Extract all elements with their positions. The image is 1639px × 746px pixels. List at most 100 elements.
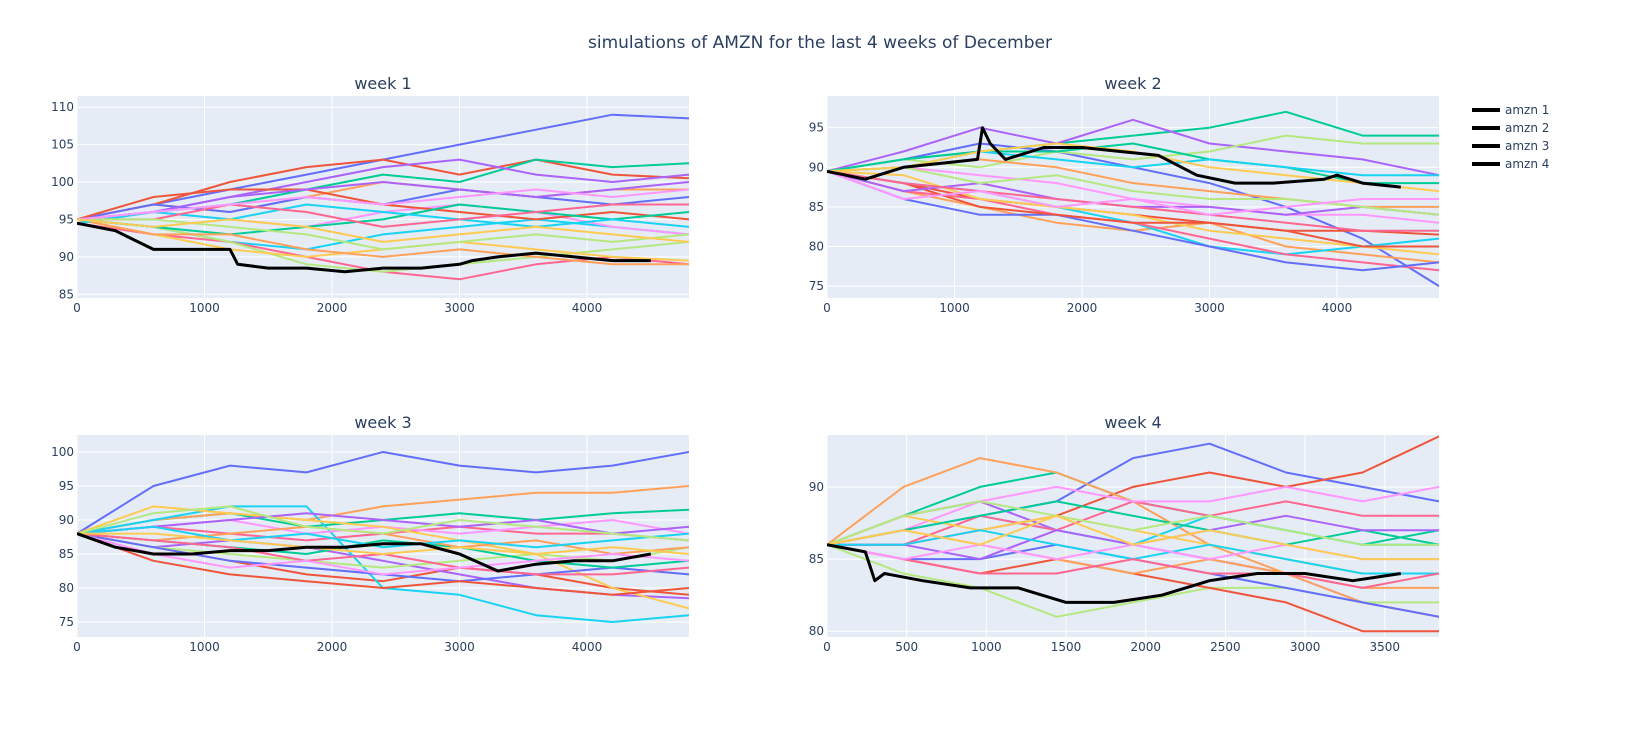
simulation-line	[827, 500, 1439, 546]
legend-item[interactable]: amzn 1	[1472, 103, 1549, 117]
y-tick-label: 80	[809, 240, 824, 254]
legend-label: amzn 1	[1505, 103, 1549, 117]
x-tick-label: 1000	[971, 640, 1002, 654]
y-tick-label: 80	[59, 581, 74, 595]
x-tick-label: 3000	[1290, 640, 1321, 654]
simulation-line	[77, 203, 689, 228]
subplot-2: 0 1000 2000 3000 4000 75 80 85 90 95 week 2	[809, 74, 1439, 315]
simulation-line	[827, 142, 1439, 185]
subplot-title: week 4	[1104, 413, 1161, 432]
x-tick-label: 1000	[189, 301, 220, 315]
y-tick-label: 75	[809, 279, 824, 293]
amzn-actual-line	[77, 221, 651, 274]
x-tick-label: 4000	[572, 301, 603, 315]
simulation-line	[827, 514, 1439, 561]
simulation-line	[827, 170, 1439, 272]
legend-label: amzn 4	[1505, 157, 1549, 171]
simulation-line	[77, 158, 689, 221]
y-tick-label: 85	[59, 287, 74, 301]
series-group	[77, 451, 689, 623]
simulation-line	[77, 181, 689, 221]
y-tick-label: 90	[59, 250, 74, 264]
y-tick-label: 95	[59, 479, 74, 493]
x-tick-label: 3000	[1194, 301, 1225, 315]
x-tick-label: 1500	[1051, 640, 1082, 654]
legend-label: amzn 2	[1505, 121, 1549, 135]
simulation-line	[77, 203, 689, 236]
y-tick-label: 75	[59, 615, 74, 629]
y-tick-label: 100	[51, 445, 74, 459]
simulation-line	[77, 532, 689, 576]
subplot-title: week 1	[354, 74, 411, 93]
amzn-actual-line	[827, 126, 1401, 189]
simulation-line	[77, 218, 689, 243]
simulation-line	[77, 532, 689, 596]
x-tick-label: 0	[823, 640, 831, 654]
simulation-line	[827, 118, 1439, 177]
x-tick-label: 2000	[1130, 640, 1161, 654]
y-tick-label: 90	[59, 513, 74, 527]
x-tick-label: 500	[895, 640, 918, 654]
legend[interactable]: amzn 1 amzn 2 amzn 3 amzn 4	[1472, 103, 1549, 171]
simulation-line	[827, 543, 1439, 589]
simulation-line	[77, 532, 689, 555]
amzn-actual-line	[827, 543, 1402, 604]
legend-item[interactable]: amzn 4	[1472, 157, 1549, 171]
simulation-line	[827, 170, 1439, 248]
y-tick-label: 90	[809, 480, 824, 494]
x-tick-label: 3000	[444, 640, 475, 654]
simulation-line	[827, 170, 1439, 216]
x-tick-label: 4000	[572, 640, 603, 654]
amzn-actual-line	[77, 532, 652, 573]
x-tick-label: 3500	[1370, 640, 1401, 654]
y-tick-label: 110	[51, 100, 74, 114]
simulation-line	[827, 166, 1439, 216]
legend-item[interactable]: amzn 3	[1472, 139, 1549, 153]
simulation-line	[77, 525, 689, 549]
simulation-line	[77, 218, 689, 266]
y-tick-label: 105	[51, 138, 74, 152]
simulation-line	[77, 532, 689, 569]
x-tick-label: 1000	[939, 301, 970, 315]
chart-title: simulations of AMZN for the last 4 weeks…	[588, 33, 1052, 53]
simulation-line	[77, 512, 689, 535]
simulation-line	[77, 505, 689, 610]
y-tick-label: 100	[51, 175, 74, 189]
subplot-title: week 2	[1104, 74, 1161, 93]
simulation-line	[77, 218, 689, 273]
plot-area	[77, 435, 689, 637]
y-tick-label: 85	[809, 200, 824, 214]
simulation-line	[77, 218, 689, 251]
subplot-title: week 3	[354, 413, 411, 432]
simulation-line	[77, 485, 689, 535]
x-tick-label: 3000	[444, 301, 475, 315]
series-group	[827, 110, 1439, 287]
simulation-line	[827, 170, 1439, 256]
x-tick-label: 4000	[1322, 301, 1353, 315]
y-tick-label: 95	[809, 121, 824, 135]
subplot-4: 0 500 1000 1500 2000 2500 3000 3500 80 85 90 week 4	[809, 413, 1439, 654]
series-group	[77, 113, 689, 281]
x-tick-label: 0	[823, 301, 831, 315]
x-tick-label: 0	[73, 301, 81, 315]
simulation-line	[827, 500, 1439, 546]
y-tick-label: 90	[809, 160, 824, 174]
legend-label: amzn 3	[1505, 139, 1549, 153]
x-tick-label: 2000	[317, 301, 348, 315]
subplot-1: 0 1000 2000 3000 4000 85 90 95 100 105 110 week 1	[51, 74, 689, 315]
subplot-3: 0 1000 2000 3000 4000 75 80 85 90 95 100 week 3	[51, 413, 689, 654]
x-tick-label: 0	[73, 640, 81, 654]
legend-item[interactable]: amzn 2	[1472, 121, 1549, 135]
simulation-line	[827, 170, 1439, 232]
simulation-line	[77, 188, 689, 221]
x-tick-label: 2500	[1210, 640, 1241, 654]
x-tick-label: 1000	[189, 640, 220, 654]
y-tick-label: 95	[59, 212, 74, 226]
y-tick-label: 85	[59, 547, 74, 561]
y-tick-label: 80	[809, 624, 824, 638]
series-group	[827, 435, 1439, 633]
x-tick-label: 2000	[317, 640, 348, 654]
y-tick-label: 85	[809, 552, 824, 566]
